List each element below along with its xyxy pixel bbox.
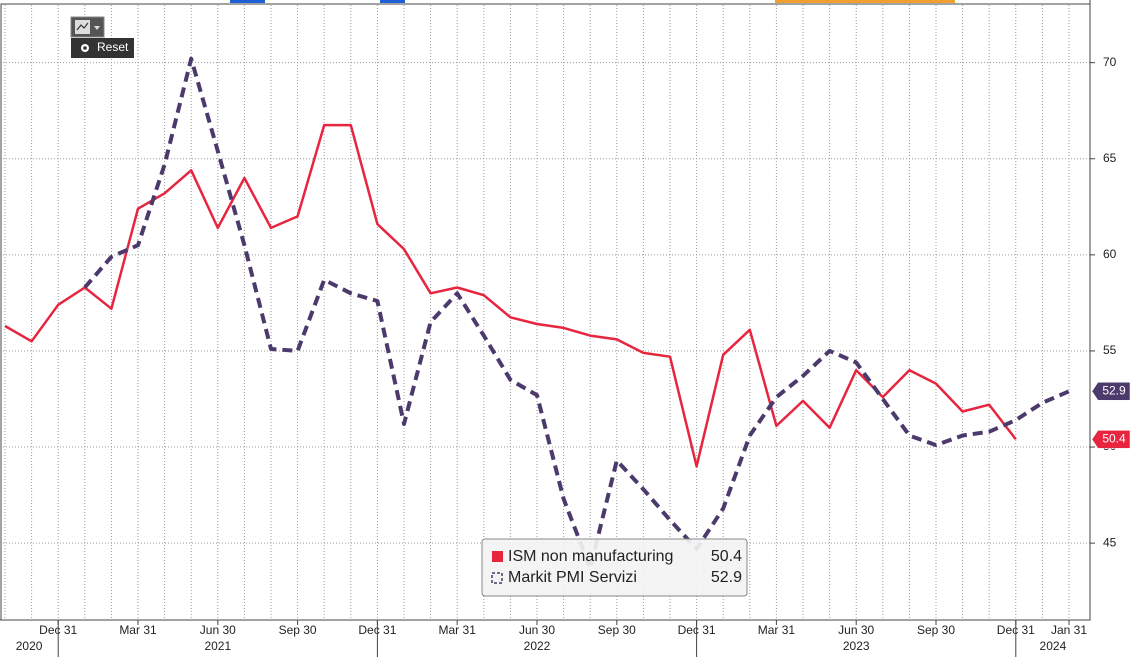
x-group-label: 2021 <box>204 639 231 653</box>
x-tick-label: Jun 30 <box>519 623 555 637</box>
x-tick-label: Jun 30 <box>200 623 236 637</box>
last-value-tag: 50.4 <box>1091 430 1131 449</box>
series-line <box>83 56 1070 571</box>
chart-type-button[interactable] <box>70 16 105 38</box>
legend-swatch <box>491 572 503 584</box>
last-value-tag: 52.9 <box>1091 382 1131 401</box>
x-tick-label: Sep 30 <box>598 623 636 637</box>
button-icon <box>76 22 89 31</box>
x-tick-label: Mar 31 <box>119 623 157 637</box>
y-tick-label: 45 <box>1103 535 1117 549</box>
series-line <box>4 123 1017 468</box>
reset-button-frame[interactable] <box>71 38 134 58</box>
top-strip <box>775 0 955 3</box>
reset-label[interactable]: Reset <box>97 40 129 54</box>
x-group-label: 2024 <box>1040 639 1067 653</box>
x-tick-label: Sep 30 <box>917 623 955 637</box>
legend-box <box>481 538 748 597</box>
reset-button[interactable]: Reset <box>71 38 134 58</box>
tag-value: 50.4 <box>1102 432 1126 446</box>
legend-swatch <box>492 551 503 562</box>
tag-value: 52.9 <box>1102 383 1126 397</box>
y-tick-label: 55 <box>1103 343 1117 357</box>
x-group-label: 2022 <box>524 639 551 653</box>
reset-icon <box>83 46 87 50</box>
x-tick-label: Jun 30 <box>838 623 874 637</box>
legend-value: 50.4 <box>711 548 742 565</box>
legend-label: Markit PMI Servizi <box>508 569 637 586</box>
grid <box>0 5 1090 620</box>
y-tick-label: 60 <box>1103 247 1117 261</box>
x-group-label: 2023 <box>843 639 870 653</box>
x-tick-label: Jan 31 <box>1051 623 1087 637</box>
legend: ISM non manufacturing 50.4 Markit PMI Serv… <box>481 538 748 597</box>
tag-shape <box>1091 430 1131 449</box>
dropdown-arrow <box>94 26 100 30</box>
x-tick-label: Mar 31 <box>758 623 796 637</box>
y-tick-label: 70 <box>1103 55 1117 69</box>
x-group-label: 2020 <box>16 639 43 653</box>
x-tick-label: Mar 31 <box>439 623 477 637</box>
x-tick-label: Sep 30 <box>279 623 317 637</box>
top-strip <box>230 0 265 3</box>
plot <box>4 56 1070 571</box>
legend-value: 52.9 <box>711 569 742 586</box>
top-strip <box>380 0 405 3</box>
y-tick-label: 65 <box>1103 151 1117 165</box>
tag-shape <box>1091 382 1131 401</box>
legend-label: ISM non manufacturing <box>508 548 673 565</box>
